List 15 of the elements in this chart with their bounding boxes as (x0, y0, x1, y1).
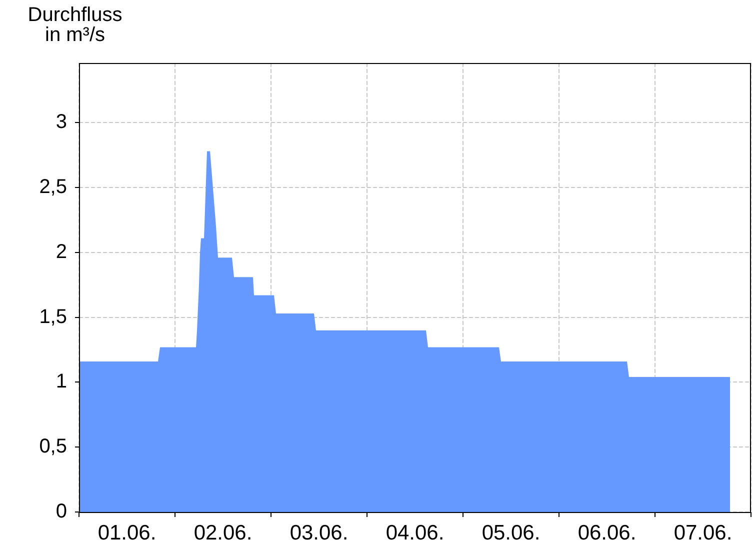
y-axis-title: Durchfluss in m³/s (28, 4, 122, 46)
y-tick-label: 0 (56, 500, 67, 523)
y-tick-label: 0,5 (39, 436, 67, 458)
y-tick-label: 2,5 (39, 176, 67, 198)
x-tick-label: 04.06. (386, 521, 444, 544)
y-tick-label: 1 (56, 370, 67, 393)
y-tick-label: 1,5 (39, 306, 67, 328)
x-tick-label: 07.06. (674, 521, 732, 544)
x-tick-label: 02.06. (194, 521, 252, 544)
x-tick-label: 06.06. (578, 521, 636, 544)
y-tick-label: 2 (56, 240, 67, 263)
y-tick-label: 3 (56, 111, 67, 134)
x-tick-label: 01.06. (98, 521, 156, 544)
x-tick-label: 05.06. (482, 521, 540, 544)
x-tick-label: 03.06. (290, 521, 348, 544)
